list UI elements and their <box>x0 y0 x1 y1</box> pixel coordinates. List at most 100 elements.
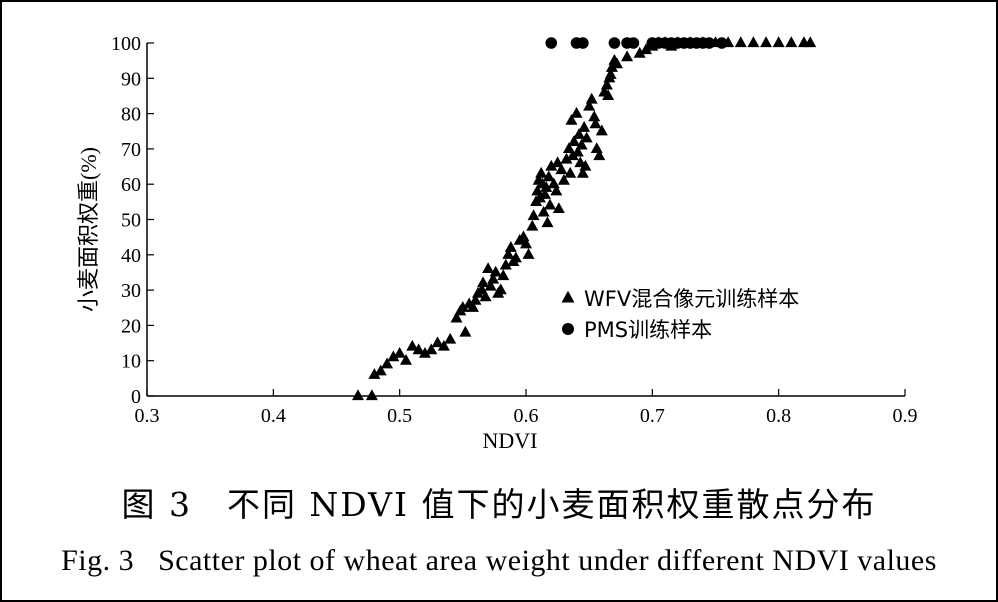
data-point-triangle <box>444 332 457 344</box>
data-point-triangle <box>482 262 495 274</box>
data-point-triangle <box>570 106 583 118</box>
data-point-triangle <box>595 124 608 136</box>
data-point-triangle <box>551 156 564 168</box>
data-point-triangle <box>590 142 603 154</box>
y-tick-label: 0 <box>131 386 141 408</box>
data-point-triangle <box>575 138 588 150</box>
data-point-triangle <box>381 357 394 369</box>
data-point-triangle <box>520 237 532 249</box>
caption-english: Fig. 3 Scatter plot of wheat area weight… <box>61 544 937 577</box>
data-point-triangle <box>633 46 646 58</box>
x-tick-label: 0.7 <box>640 405 665 427</box>
x-tick-label: 0.6 <box>514 405 539 427</box>
data-point-triangle <box>489 265 502 277</box>
data-point-triangle <box>571 145 584 157</box>
data-point-triangle <box>722 36 735 48</box>
data-point-triangle <box>564 166 577 178</box>
y-tick-label: 60 <box>121 174 141 196</box>
data-point-triangle <box>593 149 606 161</box>
y-tick-label: 80 <box>121 104 141 126</box>
y-axis-title: 小麦面积权重(%) <box>76 147 101 312</box>
data-point-triangle <box>487 272 500 284</box>
x-tick-label: 0.5 <box>387 405 412 427</box>
axes: 0.3 0.4 0.5 0.6 0.7 0.8 0.9 0 10 20 30 40 50 60 70 80 90… <box>76 33 918 453</box>
y-tick-label: 70 <box>121 139 141 161</box>
legend-marker-circle <box>562 323 574 335</box>
data-point-triangle <box>580 131 593 143</box>
data-point-triangle <box>552 202 565 214</box>
legend-entry-label: WFV混合像元训练样本 <box>584 287 799 311</box>
x-axis-title: NDVI <box>483 428 538 453</box>
data-point-triangle <box>671 36 684 48</box>
data-point-triangle <box>533 191 546 203</box>
data-point-triangle <box>573 128 586 139</box>
data-point-triangle <box>466 301 479 312</box>
data-point-triangle <box>565 113 578 125</box>
data-point-triangle <box>497 269 510 281</box>
data-point-triangle <box>494 283 507 295</box>
data-point-triangle <box>684 36 697 48</box>
data-point-triangle <box>566 149 579 161</box>
data-point-triangle <box>588 110 601 122</box>
data-point-triangle <box>437 339 450 351</box>
data-point-triangle <box>475 283 488 295</box>
data-point-triangle <box>562 142 575 154</box>
data-point-triangle <box>502 248 515 259</box>
scatter-chart: 0.3 0.4 0.5 0.6 0.7 0.8 0.9 0 10 20 30 40 50 60 70 80 90… <box>76 33 918 453</box>
data-point-triangle <box>393 346 406 358</box>
data-point-triangle <box>600 78 613 90</box>
data-point-triangle <box>568 135 581 146</box>
data-point-triangle <box>709 36 722 48</box>
data-point-triangle <box>605 61 618 72</box>
y-tick-label: 100 <box>111 33 141 55</box>
legend-entry-label: PMS训练样本 <box>584 318 712 342</box>
y-tick-label: 20 <box>121 315 141 337</box>
data-point-triangle <box>456 301 469 312</box>
data-point-triangle <box>537 205 550 217</box>
data-point-triangle <box>412 343 425 355</box>
data-point-triangle <box>560 152 573 164</box>
data-point-circle <box>608 37 621 49</box>
data-point-triangle <box>621 50 634 62</box>
data-point-triangle <box>734 36 747 48</box>
data-point-triangle <box>545 159 558 171</box>
data-point-triangle <box>504 241 517 252</box>
data-point-triangle <box>469 293 482 305</box>
data-point-triangle <box>368 368 381 379</box>
data-point-triangle <box>526 219 539 231</box>
data-point-triangle <box>431 336 444 348</box>
data-point-triangle <box>522 248 535 259</box>
data-point-triangle <box>579 159 592 171</box>
data-point-triangle <box>772 36 785 48</box>
data-point-triangle <box>484 279 497 291</box>
caption-chinese: 图 3 不同 NDVI 值下的小麦面积权重散点分布 <box>121 485 877 524</box>
data-point-triangle <box>646 39 659 51</box>
y-tick-label: 40 <box>121 245 141 267</box>
data-point-triangle <box>585 92 598 104</box>
data-point-triangle <box>406 339 419 351</box>
data-point-triangle <box>542 170 555 182</box>
data-point-triangle <box>555 163 568 175</box>
data-point-triangle <box>544 198 557 210</box>
x-tick-label: 0.8 <box>766 405 791 427</box>
data-point-triangle <box>374 364 387 376</box>
data-point-triangle <box>541 216 554 228</box>
data-point-triangle <box>760 36 773 48</box>
data-point-triangle <box>610 57 623 69</box>
data-point-triangle <box>550 184 563 196</box>
x-tick-label: 0.4 <box>261 405 286 427</box>
data-point-triangle <box>747 36 760 48</box>
data-point-triangle <box>557 173 570 185</box>
data-point-triangle <box>479 290 492 302</box>
x-tick-label: 0.3 <box>135 405 160 427</box>
data-point-circle <box>545 37 558 49</box>
data-point-triangle <box>583 99 596 111</box>
y-tick-label: 50 <box>121 210 141 232</box>
data-point-triangle <box>540 181 553 192</box>
data-point-triangle <box>589 117 602 129</box>
data-point-triangle <box>365 389 378 401</box>
y-tick-label: 30 <box>121 280 141 302</box>
data-point-triangle <box>578 121 591 132</box>
data-point-circle <box>627 37 640 49</box>
